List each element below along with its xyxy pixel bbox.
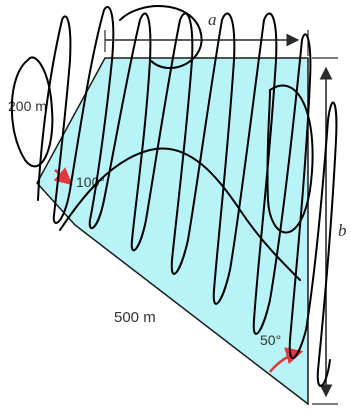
label-b: b (338, 221, 347, 240)
scribble-loop-right (266, 84, 314, 234)
label-angle-bottom: 50° (260, 332, 281, 348)
scribble-overlay (10, 5, 338, 387)
scribble-loop-top (119, 5, 203, 70)
trapezoid-shape (36, 57, 309, 406)
label-left-side: 200 m (8, 98, 47, 114)
scribble-stroke (37, 6, 338, 387)
scribble-stroke-lower (59, 147, 301, 281)
angle-left-arrow (53, 167, 73, 186)
label-angle-left: 100° (76, 174, 105, 190)
label-a: a (208, 10, 217, 29)
scribble-loop-left (10, 56, 54, 168)
label-bottom-side: 500 m (114, 309, 156, 326)
